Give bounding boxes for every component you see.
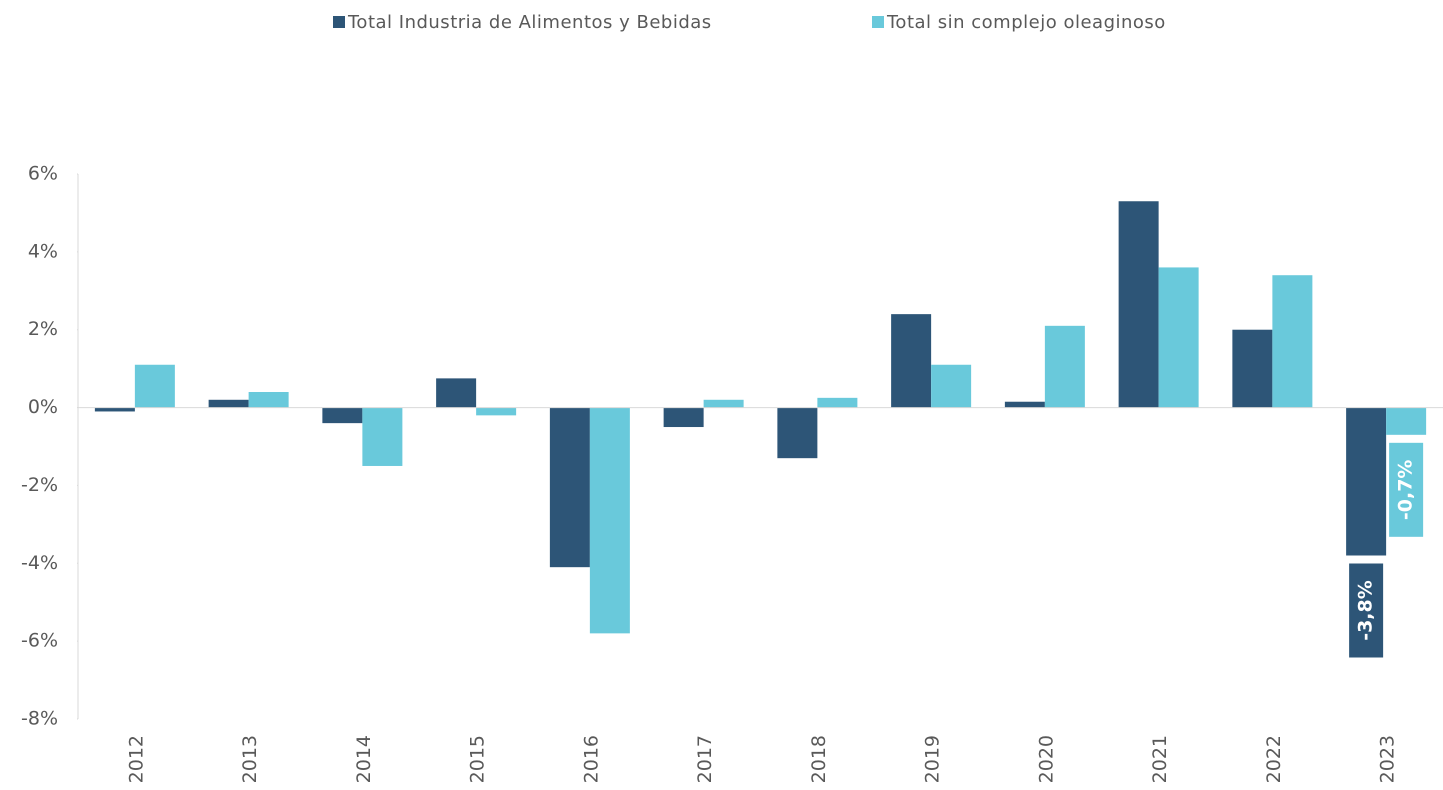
y-tick-label: -2%: [21, 474, 58, 496]
y-tick-label: 2%: [28, 318, 58, 340]
bar: [891, 314, 932, 408]
x-tick-label: 2017: [694, 735, 716, 783]
x-tick-label: 2019: [922, 735, 944, 783]
x-tick-label: 2018: [808, 735, 830, 783]
bar: [777, 407, 818, 459]
bar: [322, 407, 363, 424]
bar: [1158, 267, 1199, 408]
x-tick-label: 2014: [353, 735, 375, 783]
bar: [1386, 407, 1427, 435]
bar: [134, 364, 175, 408]
x-tick-label: 2013: [239, 735, 261, 783]
legend-label: Total sin complejo oleaginoso: [886, 12, 1166, 33]
bar: [549, 407, 590, 568]
bar: [703, 399, 744, 408]
bar: [94, 407, 135, 412]
x-tick-label: 2015: [467, 735, 489, 783]
value-label-box: [1349, 563, 1384, 658]
legend-label: Total Industria de Alimentos y Bebidas: [347, 12, 712, 33]
value-label: -3,8%: [1355, 580, 1377, 641]
bar: [1232, 329, 1273, 408]
x-tick-label: 2021: [1149, 735, 1171, 783]
bar: [1118, 201, 1159, 408]
y-tick-label: -8%: [21, 708, 58, 730]
y-tick-label: 6%: [28, 163, 58, 185]
bar: [931, 364, 972, 408]
x-tick-label: 2020: [1035, 735, 1057, 783]
bar: [1004, 401, 1045, 408]
legend-swatch: [333, 16, 345, 28]
y-tick-label: -4%: [21, 552, 58, 574]
y-tick-label: -6%: [21, 630, 58, 652]
bar: [1346, 407, 1387, 556]
bar: [589, 407, 630, 634]
bar: [436, 378, 477, 408]
x-tick-label: 2023: [1377, 735, 1399, 783]
bar: [476, 407, 517, 416]
legend: Total Industria de Alimentos y Bebidas To…: [333, 12, 1166, 33]
y-tick-label: 0%: [28, 396, 58, 418]
x-tick-label: 2022: [1263, 735, 1285, 783]
bar: [208, 399, 249, 408]
bar: [1272, 275, 1313, 408]
legend-swatch: [872, 16, 884, 28]
bar: [1044, 325, 1085, 408]
bar: [817, 397, 858, 408]
x-tick-label: 2016: [580, 735, 602, 783]
bar: [663, 407, 704, 428]
bar: [248, 392, 289, 408]
bar: [362, 407, 403, 466]
x-tick-label: 2012: [125, 735, 147, 783]
value-label-box: [1389, 442, 1424, 537]
y-tick-label: 4%: [28, 240, 58, 262]
value-label: -0,7%: [1395, 460, 1417, 521]
